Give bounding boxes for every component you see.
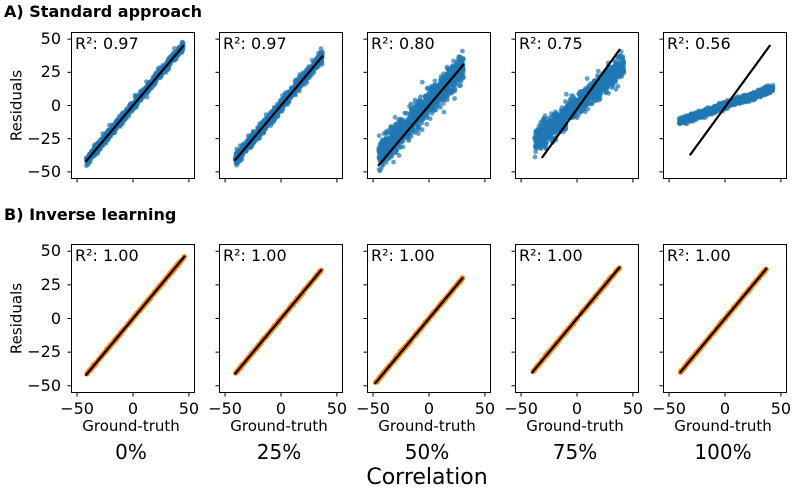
fit-line [234,268,323,375]
y-tick-label: 0 [50,95,61,115]
r-squared-label: R²: 1.00 [519,246,583,265]
x-tick-label: −50 [652,399,686,418]
column-percentage-label: 0% [115,440,147,464]
data-points [676,82,776,127]
y-tick-label: −25 [27,342,61,362]
x-tick-label: 50 [178,399,200,418]
correlation-axis-label: Correlation [366,465,488,490]
x-tick-label: −50 [208,399,242,418]
y-tick-label: 50 [40,241,61,261]
column-percentage-label: 25% [256,440,302,464]
panel-a-title: A) Standard approach [4,2,203,21]
scatter-panel-inverse-2: R²: 1.00 [215,244,343,397]
r-squared-label: R²: 1.00 [75,246,139,265]
r-squared-label: R²: 0.97 [223,34,287,53]
fit-line [84,255,186,377]
column-percentage-label: 100% [694,440,752,464]
x-tick-label: 0 [719,399,731,418]
y-tick-label: 25 [40,274,61,294]
x-tick-label: −50 [504,399,538,418]
scatter-panel-standard-4: R²: 0.75 [511,32,639,183]
y-tick-label: 50 [40,29,61,49]
y-tick-label: 25 [40,62,61,82]
x-axis-label: Ground-truth [378,417,476,435]
x-axis-label: Ground-truth [674,417,772,435]
x-tick-label: 50 [770,399,792,418]
y-tick-label: −50 [27,161,61,181]
fit-line [689,44,771,156]
x-tick-label: 50 [326,399,348,418]
fit-line [541,48,621,159]
x-axis-label: Ground-truth [526,417,624,435]
x-tick-label: −50 [60,399,94,418]
r-squared-label: R²: 0.56 [667,34,731,53]
x-axis-label: Ground-truth [230,417,328,435]
r-squared-label: R²: 1.00 [371,246,435,265]
scatter-panel-standard-1: R²: 0.97 [67,32,195,183]
x-tick-label: 0 [571,399,583,418]
fit-line [679,267,768,374]
r-squared-label: R²: 0.97 [75,34,139,53]
x-tick-label: 0 [275,399,287,418]
r-squared-label: R²: 1.00 [223,246,287,265]
column-percentage-label: 75% [552,440,598,464]
x-tick-label: −50 [356,399,390,418]
fit-line [377,63,465,167]
x-tick-label: 0 [423,399,435,418]
x-tick-label: 0 [127,399,139,418]
x-tick-label: 50 [622,399,644,418]
column-percentage-label: 50% [404,440,450,464]
fit-line [374,277,464,385]
scatter-panel-inverse-5: R²: 1.00 [659,244,787,397]
x-axis-label: Ground-truth [82,417,180,435]
fit-line [531,266,621,374]
y-tick-label: −25 [27,128,61,148]
r-squared-label: R²: 0.75 [519,34,583,53]
scatter-panel-standard-5: R²: 0.56 [659,32,787,183]
fit-line [84,44,185,163]
scatter-panel-standard-3: R²: 0.80 [363,32,491,183]
r-squared-label: R²: 0.80 [371,34,435,53]
scatter-panel-inverse-4: R²: 1.00 [511,244,639,397]
r-squared-label: R²: 1.00 [667,246,731,265]
scatter-panel-standard-2: R²: 0.97 [215,32,343,183]
scatter-panel-inverse-1: R²: 1.00 [67,244,195,397]
data-points [376,48,466,174]
fit-line [234,55,324,162]
x-tick-label: 50 [474,399,496,418]
panel-b-title: B) Inverse learning [4,205,177,224]
scatter-panel-inverse-3: R²: 1.00 [363,244,491,397]
y-tick-label: 0 [50,308,61,328]
y-tick-label: −50 [27,375,61,395]
